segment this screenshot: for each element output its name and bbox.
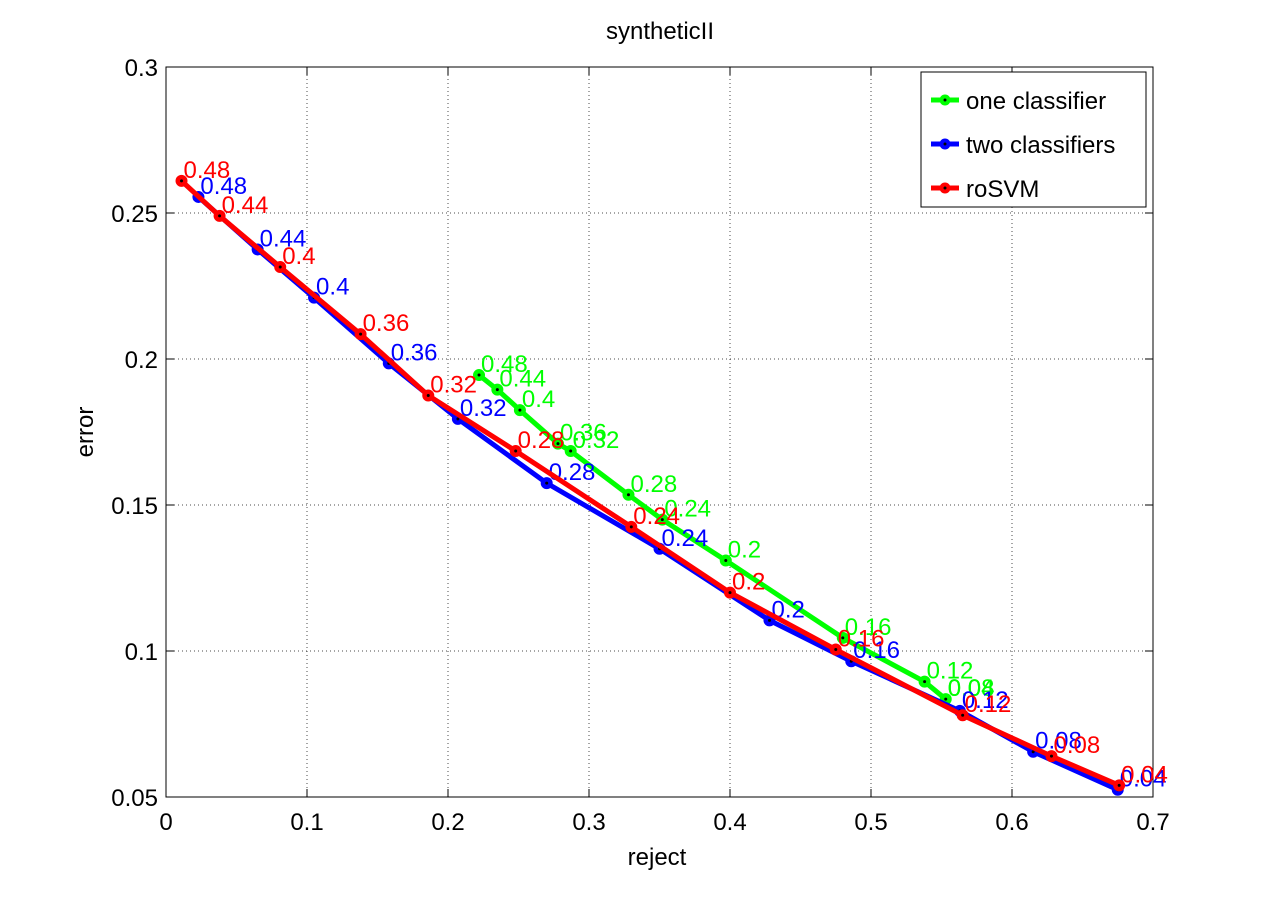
data-point-center-two-classifiers	[456, 417, 460, 421]
data-point-center-rosvm	[1049, 754, 1053, 758]
legend-label-rosvm: roSVM	[966, 176, 1039, 203]
legend: one classifier two classifiers roSVM	[920, 71, 1147, 208]
data-label-one-classifier: 0.24	[664, 496, 711, 523]
data-point-center-rosvm	[629, 525, 633, 529]
data-label-rosvm: 0.12	[965, 691, 1012, 718]
y-tick-label: 0.05	[111, 785, 158, 812]
series-line-rosvm	[179, 178, 1122, 788]
data-label-two-classifiers: 0.12	[962, 687, 1009, 714]
data-point-center-one-classifier	[495, 388, 499, 392]
data-label-one-classifier: 0.16	[845, 614, 892, 641]
data-point-center-rosvm	[834, 648, 838, 652]
data-point-center-one-classifier	[944, 697, 948, 701]
data-point-center-two-classifiers	[1031, 750, 1035, 754]
x-tick-label: 0.4	[713, 809, 746, 836]
y-tick-label: 0.25	[111, 201, 158, 228]
data-point-center-one-classifier	[724, 558, 728, 562]
x-tick-label: 0.3	[572, 809, 605, 836]
data-label-two-classifiers: 0.24	[662, 525, 709, 552]
y-tick-label: 0.1	[125, 639, 158, 666]
data-label-rosvm: 0.4	[282, 243, 315, 270]
data-label-one-classifier: 0.04	[948, 675, 995, 702]
data-point-center-rosvm	[359, 332, 363, 336]
data-label-rosvm: 0.44	[222, 192, 269, 219]
data-label-two-classifiers: 0.32	[460, 395, 507, 422]
data-point-center-rosvm	[180, 179, 184, 183]
data-label-one-classifier: 0.36	[560, 420, 607, 447]
x-tick-label: 0.6	[995, 809, 1028, 836]
data-label-two-classifiers: 0.28	[549, 459, 596, 486]
data-label-rosvm: 0.48	[184, 157, 231, 184]
axes-frame	[165, 66, 1154, 798]
data-label-one-classifier: 0.32	[573, 427, 620, 454]
data-point-center-one-classifier	[923, 680, 927, 684]
data-label-rosvm: 0.04	[1121, 761, 1168, 788]
data-label-two-classifiers: 0.48	[200, 173, 247, 200]
data-label-rosvm: 0.36	[363, 310, 410, 337]
data-point-center-two-classifiers	[545, 481, 549, 485]
x-axis-label: reject	[628, 844, 687, 871]
data-label-one-classifier: 0.12	[927, 658, 974, 685]
data-point-center-rosvm	[1117, 783, 1121, 787]
data-point-center-one-classifier	[660, 518, 664, 522]
y-axis-label: error	[72, 407, 99, 458]
data-label-one-classifier: 0.28	[630, 471, 677, 498]
legend-marker-center-two-classifiers	[943, 142, 947, 146]
data-point-center-rosvm	[961, 713, 965, 717]
data-point-center-two-classifiers	[767, 618, 771, 622]
legend-marker-center-one-classifier	[943, 98, 947, 102]
data-label-rosvm: 0.2	[732, 569, 765, 596]
data-point-center-one-classifier	[569, 449, 573, 453]
data-label-rosvm: 0.24	[633, 503, 680, 530]
data-label-two-classifiers: 0.4	[316, 274, 349, 301]
data-point-center-rosvm	[218, 214, 222, 218]
legend-label-one-classifier: one classifier	[966, 88, 1106, 115]
data-label-rosvm: 0.08	[1053, 732, 1100, 759]
data-label-two-classifiers: 0.44	[260, 226, 307, 253]
y-tick-label: 0.15	[111, 493, 158, 520]
data-label-rosvm: 0.32	[430, 372, 477, 399]
data-point-center-one-classifier	[477, 373, 481, 377]
data-label-one-classifier: 0.08	[948, 675, 995, 702]
data-label-one-classifier: 0.4	[522, 386, 555, 413]
legend-box	[920, 71, 1147, 208]
data-label-two-classifiers: 0.04	[1120, 766, 1167, 793]
x-tick-label: 0.2	[431, 809, 464, 836]
data-point-center-one-classifier	[518, 408, 522, 412]
x-tick-label: 0	[159, 809, 172, 836]
data-point-center-one-classifier	[556, 442, 560, 446]
data-label-two-classifiers: 0.16	[853, 637, 900, 664]
data-point-center-rosvm	[728, 591, 732, 595]
data-label-one-classifier: 0.48	[481, 351, 528, 378]
x-tick-label: 0.7	[1136, 809, 1169, 836]
data-point-center-one-classifier	[626, 493, 630, 497]
data-label-one-classifier: 0.44	[499, 366, 546, 393]
legend-label-two-classifiers: two classifiers	[966, 132, 1115, 159]
x-tick-label: 0.5	[854, 809, 887, 836]
y-tick-label: 0.3	[125, 55, 158, 82]
data-point-center-rosvm	[426, 394, 430, 397]
data-label-two-classifiers: 0.36	[391, 339, 438, 366]
data-label-one-classifier: 0.2	[728, 536, 761, 563]
legend-marker-center-rosvm	[943, 186, 947, 190]
data-point-center-rosvm	[278, 265, 282, 269]
y-tick-label: 0.2	[125, 347, 158, 374]
data-point-center-rosvm	[514, 449, 518, 453]
data-label-rosvm: 0.16	[838, 626, 885, 653]
chart-title: syntheticII	[606, 18, 714, 45]
data-point-center-one-classifier	[841, 636, 845, 640]
data-label-rosvm: 0.28	[518, 427, 565, 454]
x-tick-label: 0.1	[290, 809, 323, 836]
